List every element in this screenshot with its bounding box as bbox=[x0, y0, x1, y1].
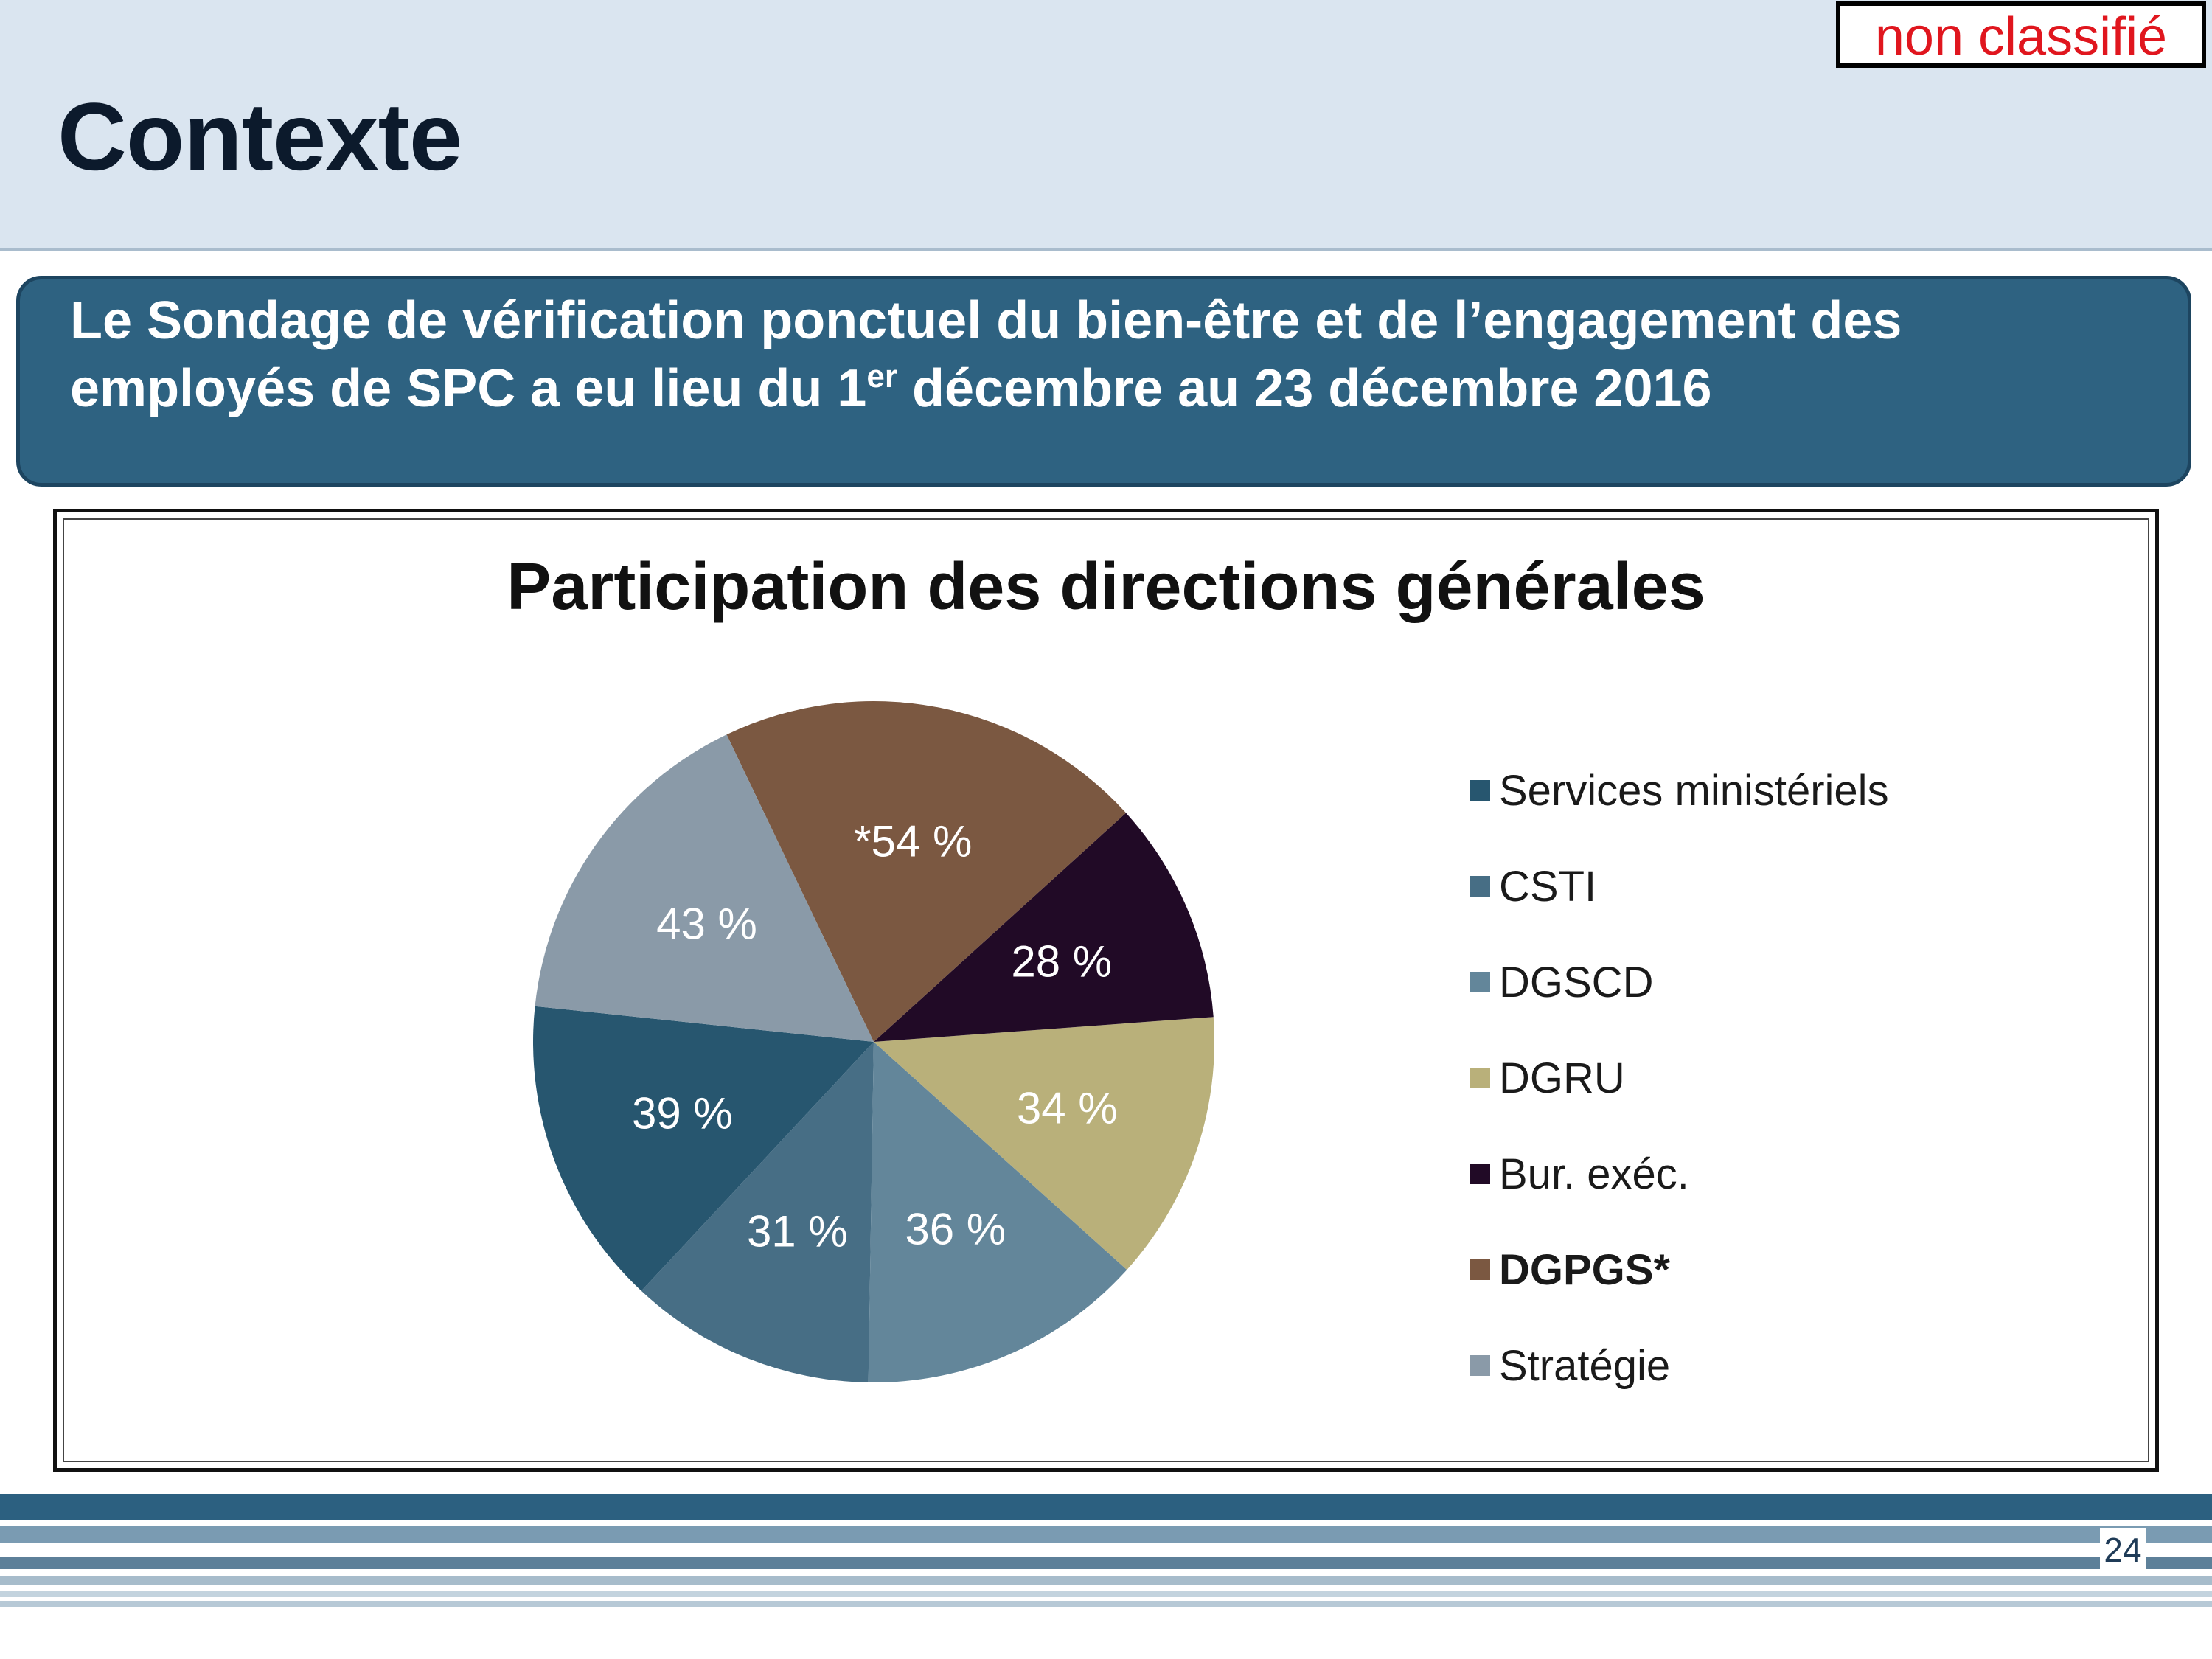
legend-swatch-3 bbox=[1470, 1068, 1490, 1088]
legend-item-6: Stratégie bbox=[1470, 1318, 2059, 1413]
pie-slice-0 bbox=[533, 1006, 874, 1291]
legend-swatch-5 bbox=[1470, 1259, 1490, 1280]
pie-slice-5 bbox=[726, 701, 1127, 1042]
chart-frame-inner-border bbox=[63, 518, 2149, 1462]
legend-swatch-4 bbox=[1470, 1164, 1490, 1184]
legend-item-3: DGRU bbox=[1470, 1030, 2059, 1126]
pie-data-label-0: 39 % bbox=[632, 1089, 733, 1138]
page-title: Contexte bbox=[58, 83, 462, 190]
legend-label-4: Bur. exéc. bbox=[1499, 1150, 1689, 1198]
legend-item-1: CSTI bbox=[1470, 838, 2059, 934]
pie-data-label-1: 31 % bbox=[747, 1207, 848, 1256]
legend-item-0: Services ministériels bbox=[1470, 742, 2059, 838]
legend-label-2: DGSCD bbox=[1499, 958, 1654, 1006]
pie-slice-6 bbox=[535, 734, 874, 1042]
legend-label-3: DGRU bbox=[1499, 1054, 1625, 1102]
info-banner: Le Sondage de vérification ponctuel du b… bbox=[16, 276, 2191, 487]
chart-frame: Participation des directions générales 3… bbox=[53, 509, 2159, 1472]
pie-data-label-4: 28 % bbox=[1011, 936, 1112, 986]
footer-stripe-2 bbox=[0, 1526, 2212, 1543]
banner-line-2: employés de SPC a eu lieu du 1er décembr… bbox=[70, 355, 2136, 422]
footer-stripe-6 bbox=[0, 1601, 2212, 1607]
legend-swatch-1 bbox=[1470, 876, 1490, 897]
pie-data-label-2: 36 % bbox=[905, 1205, 1006, 1254]
legend-swatch-6 bbox=[1470, 1355, 1490, 1376]
pie-slice-2 bbox=[868, 1042, 1127, 1382]
page-number: 24 bbox=[2100, 1528, 2146, 1572]
pie-data-label-3: 34 % bbox=[1017, 1083, 1118, 1133]
banner-line-2-start: employés de SPC a eu lieu du 1 bbox=[70, 359, 867, 418]
footer-stripe-1 bbox=[0, 1494, 2212, 1520]
chart-title: Participation des directions générales bbox=[507, 550, 1705, 624]
classification-badge: non classifié bbox=[1836, 1, 2206, 68]
legend-item-4: Bur. exéc. bbox=[1470, 1126, 2059, 1222]
legend-label-1: CSTI bbox=[1499, 862, 1597, 911]
legend-label-0: Services ministériels bbox=[1499, 766, 1889, 815]
legend-swatch-2 bbox=[1470, 972, 1490, 992]
legend-item-5: DGPGS* bbox=[1470, 1222, 2059, 1318]
pie-slice-1 bbox=[641, 1042, 874, 1382]
banner-superscript: er bbox=[866, 358, 897, 394]
footer-stripe-5 bbox=[0, 1591, 2212, 1597]
footer-stripe-4 bbox=[0, 1576, 2212, 1585]
legend-item-2: DGSCD bbox=[1470, 934, 2059, 1030]
pie-data-label-5: *54 % bbox=[854, 816, 972, 866]
pie-slice-4 bbox=[874, 813, 1214, 1042]
pie-data-label-6: 43 % bbox=[656, 900, 757, 949]
pie-slice-3 bbox=[874, 1017, 1214, 1270]
header-rule bbox=[0, 248, 2212, 251]
banner-line-1: Le Sondage de vérification ponctuel du b… bbox=[70, 291, 1902, 350]
legend-label-5: DGPGS* bbox=[1499, 1245, 1671, 1294]
chart-legend: Services ministériels CSTI DGSCD DGRU Bur. e… bbox=[1470, 742, 2059, 1413]
footer-stripe-3 bbox=[0, 1557, 2212, 1569]
pie-chart: 39 % 31 % 36 % 34 % 28 % *54 % 43 % bbox=[533, 701, 1214, 1382]
legend-label-6: Stratégie bbox=[1499, 1341, 1671, 1390]
banner-line-2-end: décembre au 23 décembre 2016 bbox=[897, 359, 1712, 418]
legend-swatch-0 bbox=[1470, 780, 1490, 801]
